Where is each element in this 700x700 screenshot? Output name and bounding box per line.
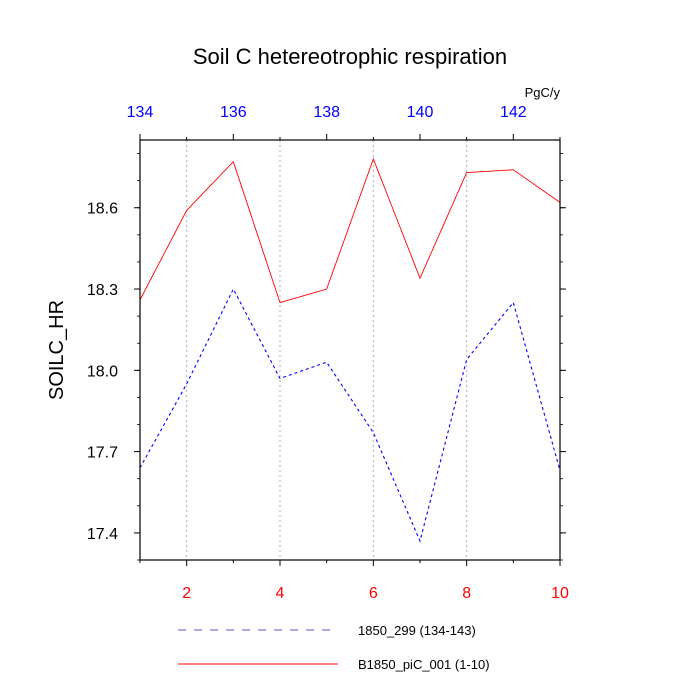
chart-title: Soil C hetereotrophic respiration [193, 44, 507, 69]
x-top-tick-label: 134 [127, 104, 154, 121]
series-line-2 [140, 159, 560, 303]
chart: Soil C hetereotrophic respiration PgC/y … [0, 0, 700, 700]
axis-ticks: 17.4 17.7 18.0 18.3 18.6 2 4 6 8 10 134 136 138 140 14… [87, 104, 569, 602]
y-tick-label: 18.3 [87, 282, 118, 299]
x-top-tick-label: 140 [407, 104, 434, 121]
y-tick-label: 17.7 [87, 445, 118, 462]
y-tick-label: 18.0 [87, 363, 118, 380]
y-tick-label: 18.6 [87, 201, 118, 218]
x-bottom-tick-label: 2 [182, 585, 191, 602]
x-bottom-tick-label: 8 [462, 585, 471, 602]
x-bottom-tick-label: 10 [551, 585, 569, 602]
legend: 1850_299 (134-143) B1850_piC_001 (1-10) [178, 623, 490, 672]
series-line-1 [140, 289, 560, 541]
series-lines [140, 159, 560, 541]
gridlines [187, 140, 467, 560]
legend-label-2: B1850_piC_001 (1-10) [358, 657, 490, 672]
x-bottom-tick-label: 6 [369, 585, 378, 602]
legend-label-1: 1850_299 (134-143) [358, 623, 476, 638]
x-bottom-tick-label: 4 [276, 585, 285, 602]
y-tick-label: 17.4 [87, 526, 118, 543]
units-label: PgC/y [525, 85, 561, 100]
y-axis-label: SOILC_HR [46, 300, 68, 400]
x-top-tick-label: 142 [500, 104, 527, 121]
x-top-tick-label: 136 [220, 104, 247, 121]
x-top-tick-label: 138 [313, 104, 340, 121]
